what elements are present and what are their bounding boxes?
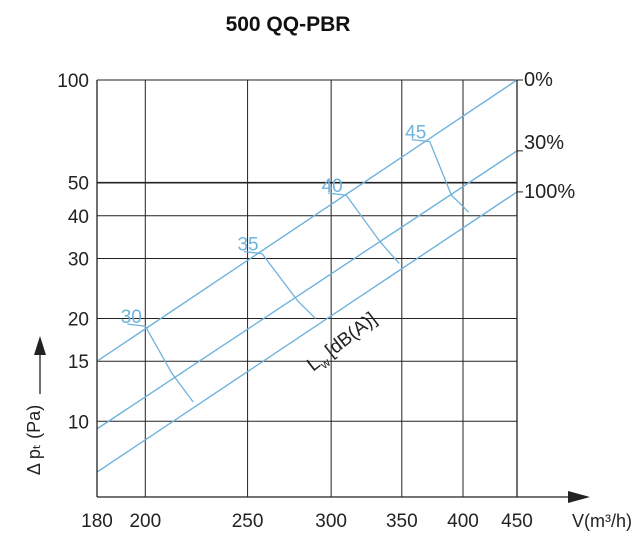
x-axis-arrow: [568, 491, 590, 503]
y-axis-label: Δ pₜ (Pa): [24, 405, 44, 475]
sound-level-label: 45: [405, 123, 426, 144]
x-tick-label: 350: [386, 511, 418, 532]
y-tick-label: 50: [68, 174, 89, 195]
sound-curves: 30 35 40 45: [121, 123, 470, 403]
series-lines: [96, 79, 518, 473]
y-tick-label: 15: [68, 352, 89, 373]
x-tick-label: 200: [129, 511, 161, 532]
sound-level-label: 40: [322, 176, 343, 197]
sound-level-tick: [127, 323, 146, 327]
series-line: [96, 150, 518, 430]
y-tick-label: 20: [68, 310, 89, 331]
sound-power-label: Lw[dB(A)]: [303, 309, 383, 379]
sound-level-tick: [243, 250, 263, 255]
chart-title: 500 QQ-PBR: [226, 13, 351, 36]
sound-level-curve: [261, 253, 317, 320]
grid: [97, 79, 518, 497]
x-tick-label: 250: [232, 511, 264, 532]
sound-level-label: 30: [121, 307, 142, 328]
sound-level-curve: [144, 325, 194, 403]
sound-level-curve: [345, 194, 400, 264]
x-axis-label: V(m³/h): [572, 511, 632, 531]
x-tick-label: 300: [315, 511, 347, 532]
series-label: 30%: [524, 132, 564, 154]
y-tick-label: 100: [57, 71, 89, 92]
sound-level-tick: [328, 192, 347, 196]
series-labels: 0% 30% 100%: [517, 69, 575, 203]
series-label: 0%: [524, 69, 553, 91]
y-tick-label: 10: [68, 412, 89, 433]
series-label: 100%: [524, 181, 575, 203]
x-tick-label: 450: [501, 511, 533, 532]
sound-level-label: 35: [237, 235, 258, 256]
series-line: [96, 79, 518, 362]
series-line: [96, 191, 518, 473]
sound-level-tick: [411, 138, 430, 143]
y-tick-label: 40: [68, 207, 89, 228]
sound-level-curve: [429, 141, 470, 213]
x-tick-label: 180: [81, 511, 113, 532]
y-tick-label: 30: [68, 249, 89, 270]
axes: [34, 80, 590, 503]
tick-labels: 180 200 250 300 350 400 450 10 15 20 30 40 50 100: [57, 71, 533, 532]
y-label-arrow: [34, 336, 46, 355]
x-tick-label: 400: [447, 511, 479, 532]
